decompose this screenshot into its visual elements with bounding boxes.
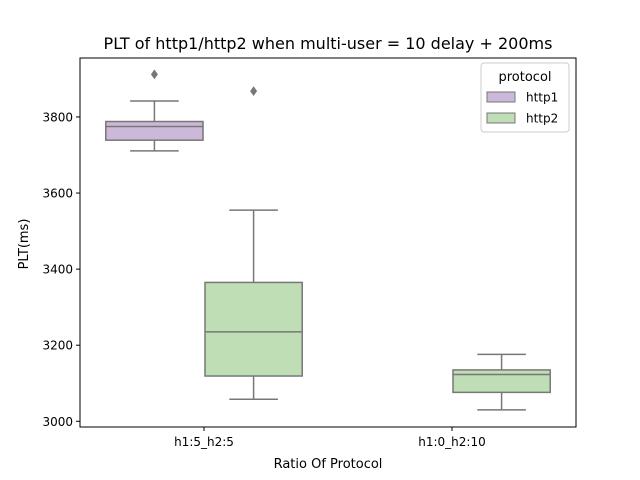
outlier-point [150,69,158,80]
y-tick-label: 3800 [42,110,73,124]
x-axis: h1:5_h2:5 h1:0_h2:10 [174,427,486,449]
box-marks [105,69,551,411]
y-tick-label: 3200 [42,339,73,353]
y-axis-label: PLT(ms) [17,219,32,270]
legend-entry-http1: http1 [526,91,558,105]
y-tick-label: 3400 [42,263,73,277]
outlier-point [250,86,258,96]
box-http2 [204,281,303,377]
box-http2 [452,369,551,394]
chart-title: PLT of http1/http2 when multi-user = 10 … [104,34,553,53]
legend-swatch-http2 [486,112,516,124]
x-tick-label: h1:0_h2:10 [418,435,485,449]
legend-swatch-http1 [486,91,516,103]
plot-area [79,57,577,428]
x-tick-label: h1:5_h2:5 [174,435,234,449]
plot-frame [79,57,577,428]
legend: protocol http1 http2 [480,62,570,133]
box-http1 [105,120,204,141]
y-tick-label: 3600 [42,187,73,201]
y-axis: 3000 3200 3400 3600 3800 [42,110,80,429]
x-axis-label: Ratio Of Protocol [274,457,383,472]
legend-title: protocol [498,70,551,85]
legend-entry-http2: http2 [526,112,558,126]
y-tick-label: 3000 [42,415,73,429]
